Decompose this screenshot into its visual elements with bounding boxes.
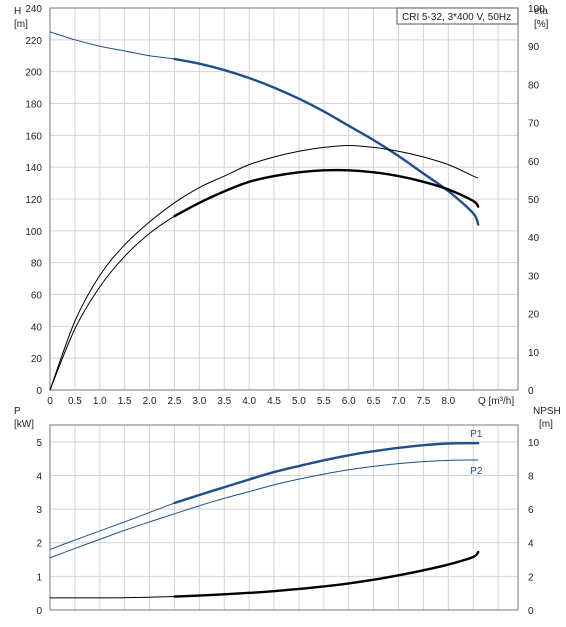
series-line-operating-range (173, 550, 480, 598)
right-y-tick-label: 50 (528, 195, 540, 206)
right-y-tick-label: 100 (528, 4, 545, 15)
left-y-tick-label: 120 (25, 195, 42, 206)
series-line (49, 459, 479, 559)
x-tick-label: 1.5 (118, 396, 132, 407)
series-line (49, 169, 479, 391)
bottom-right-axis-unit: [m] (539, 419, 553, 430)
left-y-tick-label: 240 (25, 4, 42, 15)
right-y-tick-label: 0 (528, 606, 534, 617)
power-npsh-panel: 0 1 2 3 4 5 0 2 4 6 8 10 P1 P2 P [kW] NPSH [m] (14, 406, 561, 617)
x-tick-label: 5.0 (292, 396, 306, 407)
series-line (49, 31, 479, 225)
left-y-tick-label: 2 (36, 539, 42, 550)
bottom-left-axis-unit: [kW] (14, 419, 34, 430)
right-y-tick-label: 60 (528, 157, 540, 168)
right-y-tick-label: 90 (528, 42, 540, 53)
x-tick-label: 2.5 (168, 396, 182, 407)
x-tick-label: 2.0 (143, 396, 157, 407)
top-right-axis-unit: [%] (534, 19, 549, 30)
x-tick-label: 6.5 (367, 396, 381, 407)
x-tick-label: 7.0 (392, 396, 406, 407)
x-tick-label: 1.0 (93, 396, 107, 407)
series-line-operating-range (173, 168, 480, 218)
top-left-tick-labels: 0 20 40 60 80 100 120 140 160 180 200 220 240 (25, 4, 42, 397)
left-y-tick-label: 200 (25, 68, 42, 79)
series-line (49, 145, 479, 391)
x-tick-label: 0.5 (68, 396, 82, 407)
x-tick-label: 3.0 (192, 396, 206, 407)
series-label-p2: P2 (470, 466, 483, 477)
x-tick-label: 4.0 (242, 396, 256, 407)
left-y-tick-label: 100 (25, 227, 42, 238)
left-y-tick-label: 20 (31, 354, 43, 365)
left-y-tick-label: 5 (36, 438, 42, 449)
right-y-tick-label: 2 (528, 572, 534, 583)
right-y-tick-label: 40 (528, 233, 540, 244)
bottom-right-axis-label: NPSH (533, 406, 561, 417)
series-line-operating-range (173, 57, 480, 226)
top-left-axis-label: H (14, 6, 21, 17)
series-line-operating-range (173, 441, 480, 505)
top-grid (50, 8, 518, 390)
left-y-tick-label: 80 (31, 259, 43, 270)
left-y-tick-label: 3 (36, 505, 42, 516)
right-y-tick-label: 30 (528, 271, 540, 282)
top-series-group (49, 31, 480, 391)
top-plot-frame (49, 7, 519, 391)
right-y-tick-label: 8 (528, 471, 534, 482)
right-y-tick-label: 4 (528, 539, 534, 550)
top-x-axis-label: Q [m³/h] (478, 396, 514, 407)
right-y-tick-label: 80 (528, 80, 540, 91)
bottom-series-group (49, 441, 480, 599)
left-y-tick-label: 180 (25, 100, 42, 111)
left-y-tick-label: 60 (31, 291, 43, 302)
x-tick-label: 0 (47, 396, 53, 407)
left-y-tick-label: 1 (36, 572, 42, 583)
left-y-tick-label: 160 (25, 131, 42, 142)
top-left-axis-unit: [m] (14, 19, 28, 30)
legend-text: CRI 5-32, 3*400 V, 50Hz (402, 12, 511, 23)
right-y-tick-label: 10 (528, 348, 540, 359)
x-tick-label: 5.5 (317, 396, 331, 407)
top-right-axis-label: eta (534, 6, 548, 17)
head-efficiency-panel: 0 0.5 1.0 1.5 2.0 2.5 3.0 3.5 4.0 4.5 5.0 5.5 6.0 6.5… (14, 4, 549, 407)
left-y-tick-label: 0 (36, 386, 42, 397)
left-y-tick-label: 140 (25, 163, 42, 174)
left-y-tick-label: 0 (36, 606, 42, 617)
left-y-tick-label: 4 (36, 471, 42, 482)
right-y-tick-label: 70 (528, 119, 540, 130)
x-tick-label: 6.0 (342, 396, 356, 407)
right-y-tick-label: 20 (528, 310, 540, 321)
top-right-tick-labels: 0 10 20 30 40 50 60 70 80 90 100 (528, 4, 545, 397)
x-tick-label: 8.0 (441, 396, 455, 407)
x-tick-label: 4.5 (267, 396, 281, 407)
right-y-tick-label: 0 (528, 386, 534, 397)
top-x-tick-labels: 0 0.5 1.0 1.5 2.0 2.5 3.0 3.5 4.0 4.5 5.0 5.5 6.0 6.5… (47, 396, 455, 407)
series-label-p1: P1 (470, 429, 483, 440)
legend-box (396, 7, 519, 25)
x-tick-label: 7.5 (416, 396, 430, 407)
left-y-tick-label: 40 (31, 322, 43, 333)
bottom-right-tick-labels: 0 2 4 6 8 10 (528, 438, 540, 617)
left-y-tick-label: 220 (25, 36, 42, 47)
x-tick-label: 3.5 (217, 396, 231, 407)
bottom-left-axis-label: P (14, 406, 21, 417)
bottom-grid (50, 425, 518, 610)
series-line (49, 442, 479, 550)
right-y-tick-label: 10 (528, 438, 540, 449)
bottom-series-labels: P1 P2 (470, 429, 483, 477)
bottom-plot-frame (49, 424, 519, 611)
right-y-tick-label: 6 (528, 505, 534, 516)
bottom-left-tick-labels: 0 1 2 3 4 5 (36, 438, 42, 617)
